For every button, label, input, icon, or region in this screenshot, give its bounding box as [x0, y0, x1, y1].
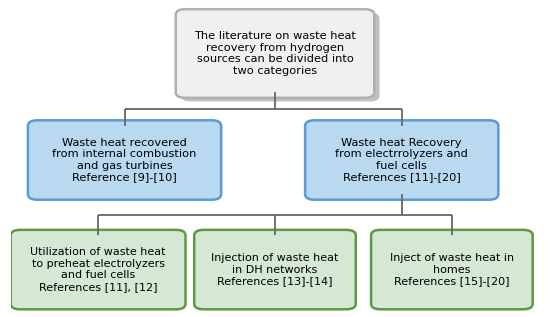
- Text: Waste heat recovered
from internal combustion
and gas turbines
Reference [9]-[10: Waste heat recovered from internal combu…: [52, 138, 197, 182]
- Text: Inject of waste heat in
homes
References [15]-[20]: Inject of waste heat in homes References…: [390, 253, 514, 286]
- FancyBboxPatch shape: [181, 13, 380, 101]
- FancyBboxPatch shape: [176, 9, 374, 98]
- FancyBboxPatch shape: [371, 230, 532, 309]
- FancyBboxPatch shape: [305, 120, 498, 200]
- FancyBboxPatch shape: [28, 120, 221, 200]
- FancyBboxPatch shape: [11, 230, 185, 309]
- FancyBboxPatch shape: [194, 230, 356, 309]
- Text: Utilization of waste heat
to preheat electrolyzers
and fuel cells
References [11: Utilization of waste heat to preheat ele…: [30, 247, 166, 292]
- Text: Injection of waste heat
in DH networks
References [13]-[14]: Injection of waste heat in DH networks R…: [211, 253, 339, 286]
- Text: The literature on waste heat
recovery from hydrogen
sources can be divided into
: The literature on waste heat recovery fr…: [194, 31, 356, 76]
- Text: Waste heat Recovery
from electrrolyzers and
fuel cells
References [11]-[20]: Waste heat Recovery from electrrolyzers …: [336, 138, 468, 182]
